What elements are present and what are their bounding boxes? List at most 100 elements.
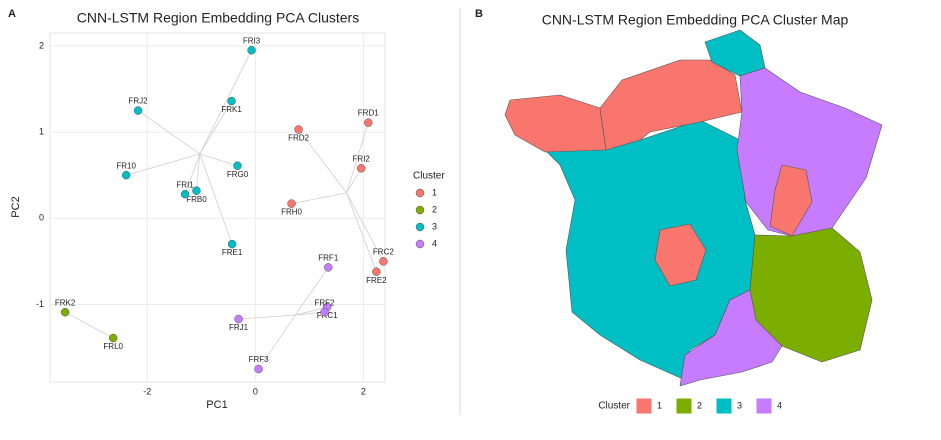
point-label: FRF3: [249, 355, 270, 364]
legend-swatch: [635, 397, 653, 415]
legend-label: 4: [432, 238, 437, 248]
legend-label: 1: [657, 400, 662, 410]
centroid-link: [88, 324, 114, 339]
point: [254, 364, 263, 374]
point-label: FRJ1: [229, 323, 249, 332]
point-label: FRB0: [186, 195, 207, 204]
centroid-link: [346, 192, 384, 262]
point-label: FRH0: [281, 208, 302, 217]
point-label: FRI3: [243, 36, 261, 45]
centroid-link: [137, 110, 201, 155]
centroid-link: [184, 153, 201, 195]
map: [504, 29, 883, 387]
point: [294, 125, 303, 134]
point-label: FRF2: [314, 298, 335, 307]
legend-swatch: [715, 397, 733, 415]
point-label: FRK1: [221, 105, 242, 114]
centroid-link: [199, 50, 252, 155]
point-label: FRF1: [318, 253, 339, 262]
point: [356, 164, 366, 173]
point-label: FRI2: [353, 154, 371, 163]
legend-marker: [415, 222, 425, 232]
point: [372, 267, 381, 276]
point: [133, 106, 143, 115]
legend-marker: [415, 205, 425, 215]
point-label: FRC1: [317, 311, 338, 320]
point: [324, 263, 333, 272]
centroid-link: [346, 168, 362, 194]
point: [364, 118, 373, 127]
chart-title: CNN-LSTM Region Embedding PCA Cluster Ma…: [542, 12, 849, 28]
point-label: FRE2: [366, 276, 387, 285]
point-label: FRE1: [222, 248, 243, 257]
centroid-link: [295, 306, 328, 316]
legend-swatch: [675, 397, 693, 415]
y-tick-label: -1: [36, 299, 44, 309]
centroid-link: [258, 314, 296, 370]
legend-swatch: [755, 397, 773, 415]
panel-letter: A: [8, 8, 16, 20]
legend-label: 4: [777, 400, 782, 410]
x-tick-label: -2: [143, 386, 151, 396]
legend-label: 2: [432, 204, 437, 214]
point: [227, 96, 236, 106]
point: [320, 307, 329, 317]
region: [504, 94, 607, 153]
point-label: FRC2: [373, 247, 394, 256]
legend-label: 3: [737, 400, 742, 410]
x-axis-label: PC1: [206, 399, 227, 411]
centroid-link: [346, 122, 369, 193]
centroid-link: [298, 129, 347, 194]
chart-title: CNN-LSTM Region Embedding PCA Clusters: [77, 10, 359, 26]
x-tick-label: 0: [253, 386, 258, 396]
region: [679, 289, 783, 387]
region: [654, 223, 707, 287]
point: [121, 170, 131, 180]
legend-title: Cluster: [598, 401, 630, 412]
plot-border: [49, 32, 386, 383]
point: [60, 307, 70, 317]
centroid-link: [199, 153, 238, 167]
centroid-link: [199, 153, 233, 245]
legend-label: 1: [432, 187, 437, 197]
centroid-link: [126, 153, 200, 176]
centroid-link: [295, 311, 325, 316]
legend-marker: [415, 239, 425, 249]
point: [234, 314, 243, 324]
point: [227, 239, 237, 249]
point-label: FR10: [116, 161, 136, 170]
point-label: FRD2: [288, 134, 309, 143]
point: [192, 186, 201, 195]
y-tick-label: 2: [39, 40, 44, 50]
y-tick-label: 1: [39, 126, 44, 136]
point: [287, 199, 296, 208]
legend-label: 3: [432, 221, 437, 231]
centroid-link: [295, 267, 329, 316]
centroid-link: [199, 100, 232, 155]
point-label: FRI1: [176, 180, 194, 189]
point-label: FRG0: [227, 170, 249, 179]
point-label: FRD1: [358, 109, 379, 118]
point: [233, 161, 242, 170]
y-tick-label: 0: [39, 213, 44, 223]
point-label: FRJ2: [129, 97, 149, 106]
point: [247, 45, 256, 55]
x-tick-label: 2: [361, 386, 366, 396]
point: [379, 257, 388, 266]
point-label: FRK2: [55, 298, 76, 307]
panel-letter: B: [475, 8, 483, 20]
point: [108, 333, 118, 343]
point: [180, 189, 190, 199]
legend-title: Cluster: [413, 171, 445, 182]
region: [736, 67, 883, 237]
legend-marker: [415, 188, 425, 198]
centroid-link: [238, 314, 296, 320]
centroid-link: [346, 192, 377, 272]
point-label: FRL0: [103, 342, 123, 351]
centroid-link: [291, 192, 347, 205]
centroid-link: [196, 153, 201, 191]
centroid-link: [64, 311, 90, 326]
legend-label: 2: [697, 400, 702, 410]
y-axis-label: PC2: [10, 196, 22, 217]
